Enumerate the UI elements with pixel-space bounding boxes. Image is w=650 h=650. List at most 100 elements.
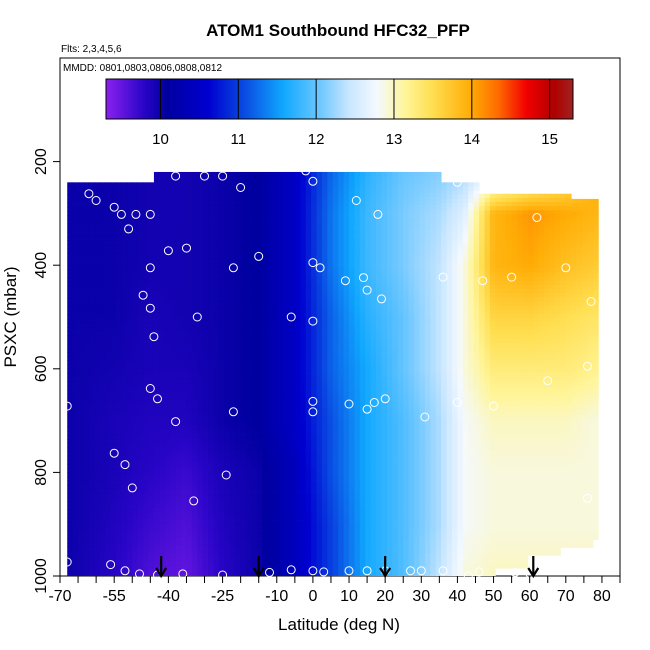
heatmap-cell	[110, 493, 117, 498]
heatmap-cell	[262, 532, 269, 538]
heatmap-cell	[229, 391, 236, 397]
heatmap-cell	[294, 528, 301, 533]
heatmap-cell	[246, 362, 252, 368]
heatmap-cell	[278, 229, 285, 235]
heatmap-cell	[175, 362, 182, 368]
heatmap-cell	[235, 553, 242, 558]
heatmap-cell	[321, 200, 328, 206]
heatmap-cell	[72, 339, 79, 345]
heatmap-cell	[121, 360, 128, 366]
heatmap-cell	[273, 532, 279, 538]
heatmap-cell	[300, 300, 307, 305]
heatmap-cell	[105, 522, 111, 527]
heatmap-cell	[300, 565, 307, 571]
heatmap-cell	[175, 524, 182, 529]
heatmap-cell	[305, 478, 312, 484]
heatmap-cell	[170, 412, 177, 417]
heatmap-cell	[99, 240, 106, 245]
heatmap-cell	[300, 312, 307, 318]
heatmap-cell	[262, 540, 269, 546]
heatmap-cell	[213, 375, 220, 380]
heatmap-cell	[164, 532, 171, 538]
heatmap-cell	[208, 495, 214, 500]
heatmap-cell	[300, 246, 307, 252]
heatmap-cell	[72, 285, 79, 291]
heatmap-cell	[273, 325, 279, 330]
heatmap-cell	[94, 290, 101, 295]
heatmap-cell	[224, 213, 231, 218]
heatmap-cell	[181, 375, 187, 380]
heatmap-cell	[316, 180, 323, 185]
heatmap-cell	[289, 279, 296, 285]
heatmap-cell	[83, 397, 90, 403]
heatmap-cell	[88, 302, 95, 308]
heatmap-cell	[321, 354, 328, 359]
heatmap-cell	[186, 433, 193, 438]
heatmap-cell	[94, 377, 101, 382]
heatmap-cell	[72, 381, 79, 386]
heatmap-cell	[327, 176, 334, 181]
heatmap-cell	[208, 428, 214, 434]
heatmap-cell	[181, 536, 187, 542]
heatmap-cell	[72, 430, 79, 436]
heatmap-cell	[305, 507, 312, 513]
heatmap-cell	[300, 205, 307, 210]
heatmap-cell	[311, 341, 317, 347]
heatmap-cell	[262, 337, 269, 343]
heatmap-cell	[294, 474, 301, 480]
heatmap-cell	[132, 368, 139, 374]
heatmap-cell	[67, 294, 74, 299]
heatmap-cell	[126, 563, 133, 569]
heatmap-cell	[181, 312, 187, 318]
heatmap-cell	[88, 273, 95, 279]
heatmap-cell	[143, 248, 149, 254]
heatmap-cell	[110, 497, 117, 502]
heatmap-cell	[202, 491, 209, 496]
heatmap-cell	[83, 439, 90, 444]
heatmap-cell	[224, 416, 231, 421]
heatmap-cell	[175, 205, 182, 210]
heatmap-cell	[72, 211, 79, 216]
heatmap-cell	[83, 248, 90, 254]
heatmap-cell	[83, 207, 90, 212]
heatmap-cell	[153, 528, 160, 533]
heatmap-cell	[99, 372, 106, 378]
heatmap-cell	[240, 354, 247, 359]
heatmap-cell	[132, 290, 139, 295]
heatmap-cell	[246, 321, 252, 326]
heatmap-cell	[88, 472, 95, 477]
heatmap-cell	[164, 246, 171, 252]
heatmap-cell	[294, 171, 301, 177]
heatmap-cell	[294, 573, 301, 576]
heatmap-cell	[137, 451, 144, 457]
heatmap-cell	[143, 517, 149, 523]
heatmap-cell	[72, 426, 79, 432]
heatmap-cell	[143, 319, 149, 324]
heatmap-cell	[197, 304, 204, 310]
heatmap-cell	[300, 420, 307, 426]
heatmap-cell	[132, 426, 139, 432]
heatmap-cell	[284, 300, 290, 305]
heatmap-cell	[224, 292, 231, 297]
heatmap-cell	[235, 283, 242, 289]
heatmap-cell	[284, 325, 290, 330]
heatmap-cell	[235, 466, 242, 471]
heatmap-cell	[305, 433, 312, 438]
heatmap-cell	[186, 515, 193, 521]
heatmap-cell	[88, 493, 95, 498]
heatmap-cell	[164, 242, 171, 247]
heatmap-cell	[343, 263, 350, 268]
heatmap-cell	[99, 422, 106, 428]
heatmap-cell	[289, 462, 296, 467]
heatmap-cell	[175, 283, 182, 289]
heatmap-cell	[99, 451, 106, 457]
heatmap-cell	[229, 358, 236, 363]
heatmap-cell	[191, 234, 198, 239]
heatmap-cell	[153, 536, 160, 542]
heatmap-cell	[170, 196, 177, 202]
heatmap-cell	[78, 381, 84, 386]
heatmap-cell	[278, 267, 285, 272]
heatmap-cell	[202, 321, 209, 326]
heatmap-cell	[273, 346, 279, 351]
heatmap-cell	[132, 244, 139, 250]
